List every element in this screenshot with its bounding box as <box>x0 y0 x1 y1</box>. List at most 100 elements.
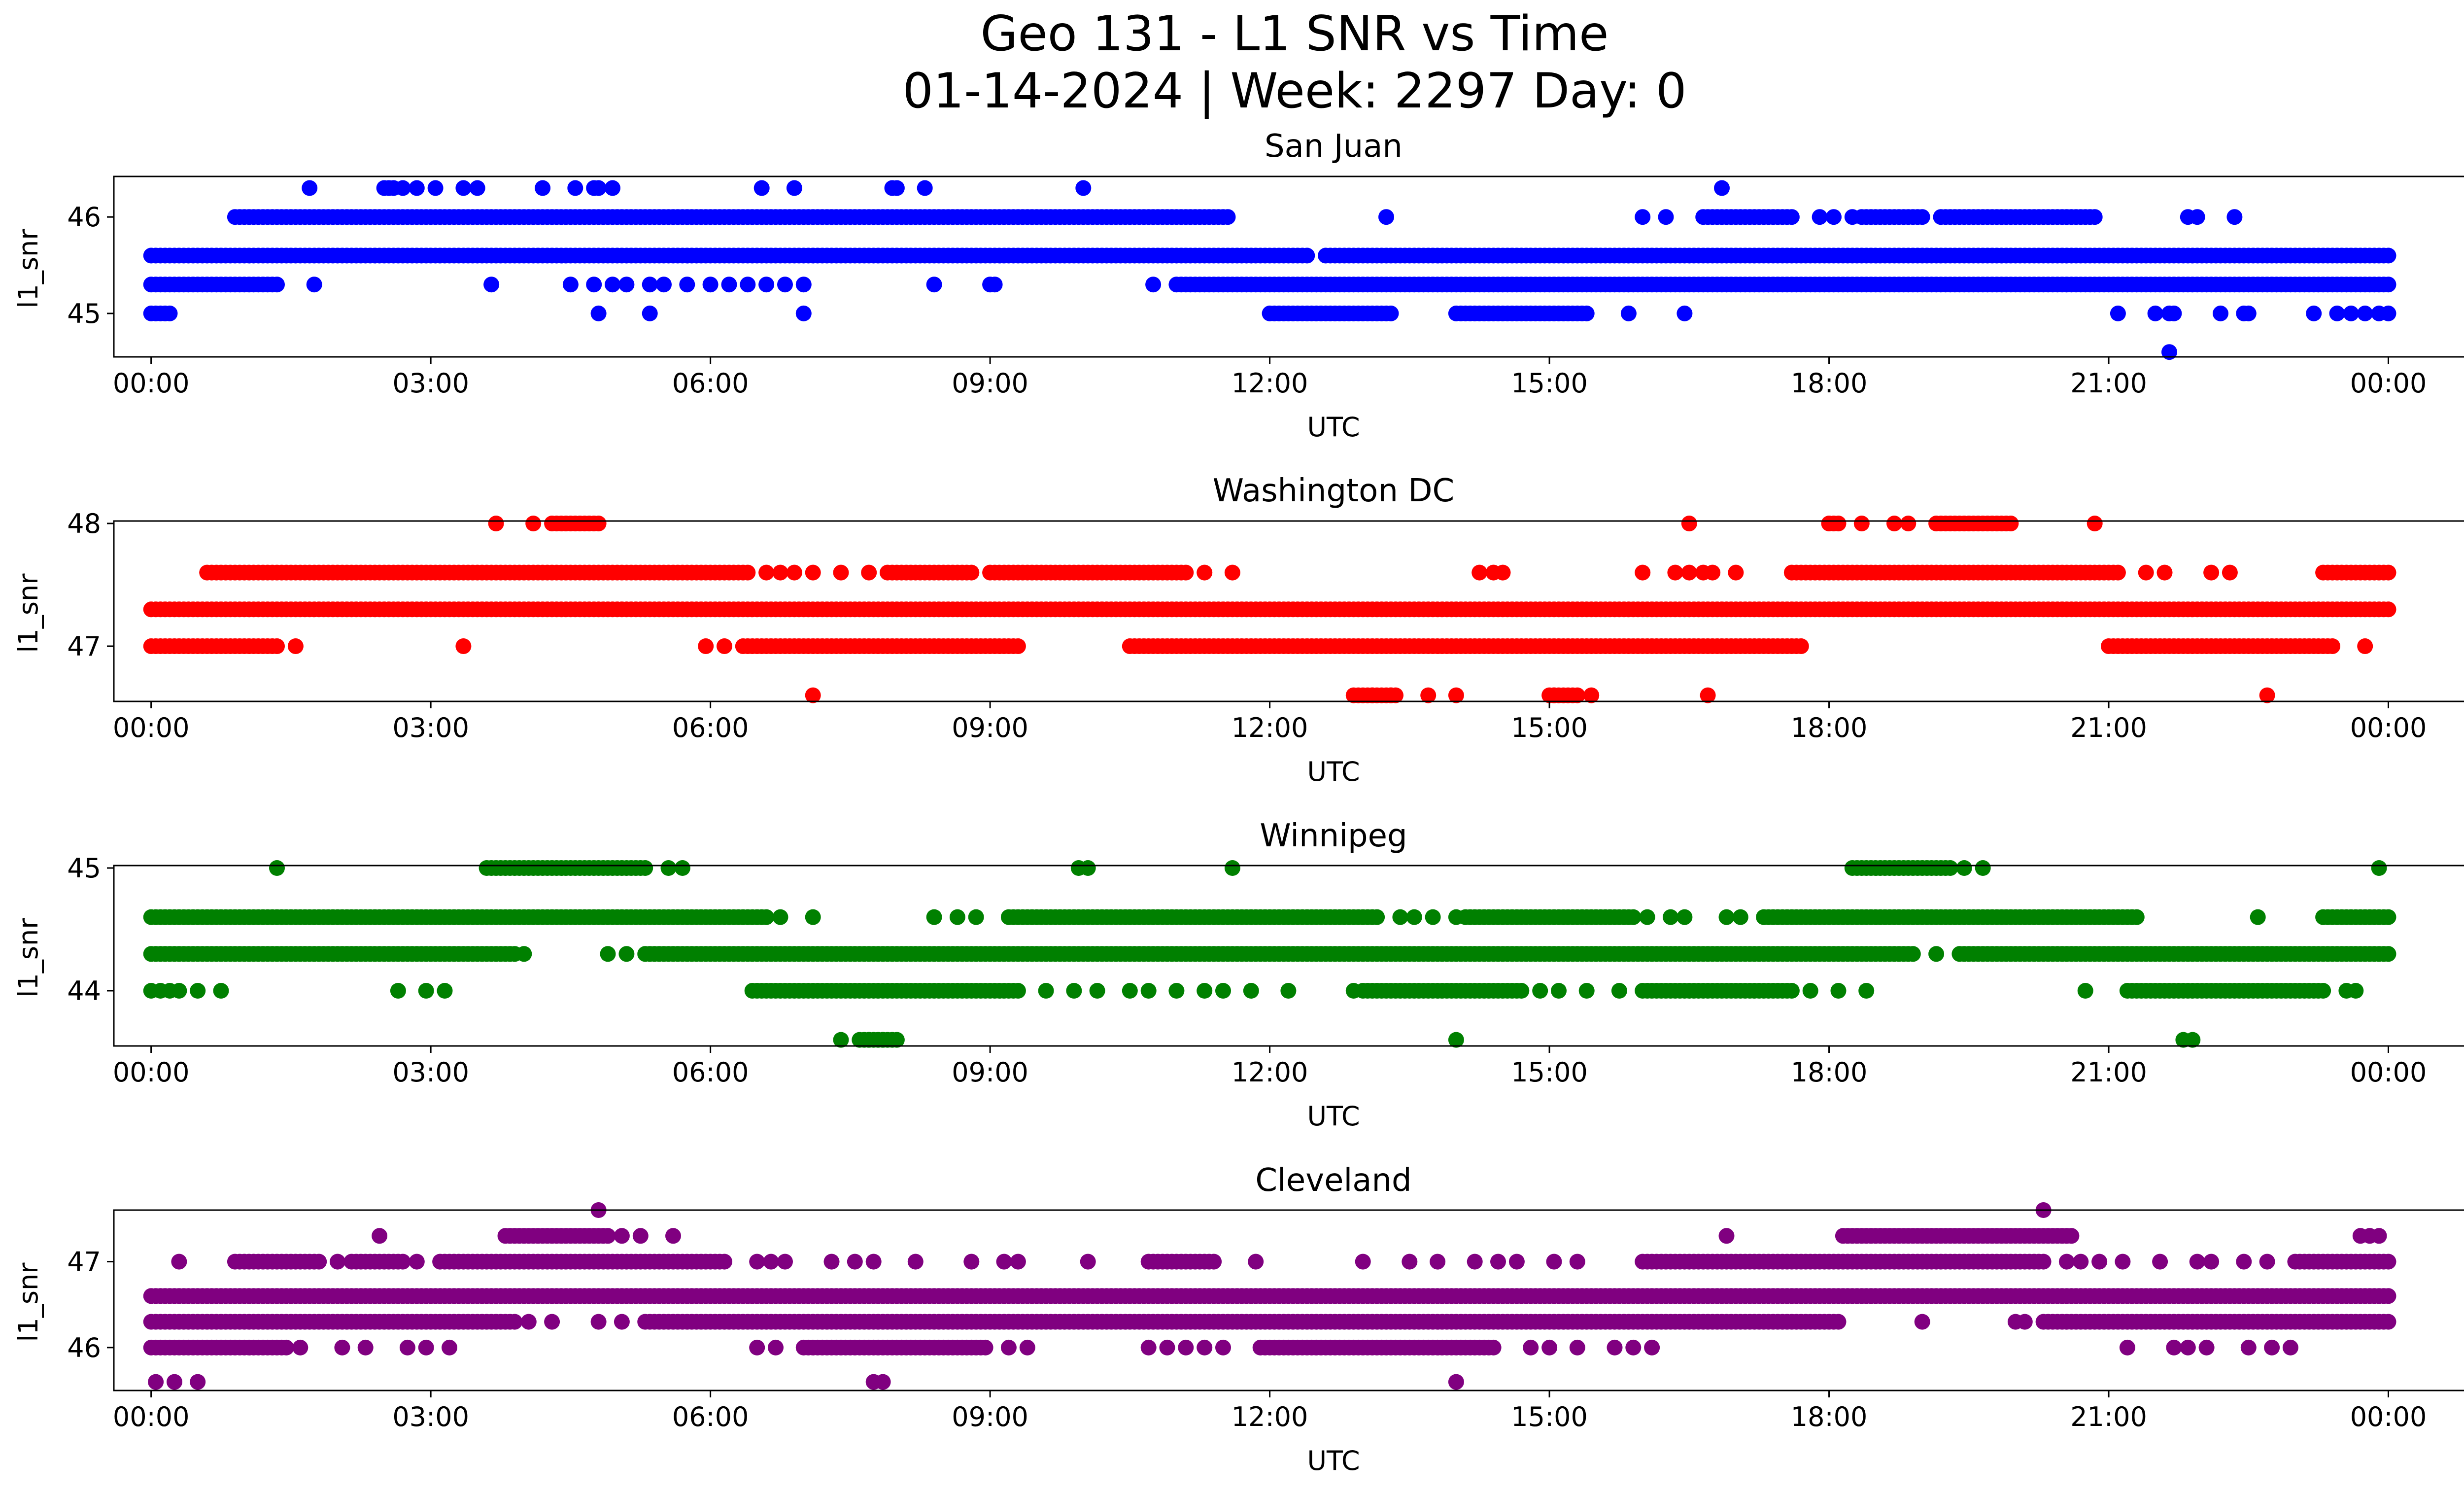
data-point <box>1080 1253 1096 1270</box>
x-tick-label: 00:00 <box>113 1057 190 1088</box>
data-point <box>772 564 788 581</box>
data-point <box>590 180 607 196</box>
figure-title-line1: Geo 131 - L1 SNR vs Time <box>981 6 1609 62</box>
data-point <box>287 638 304 654</box>
data-point <box>507 1314 523 1330</box>
data-point <box>1010 638 1026 654</box>
x-tick-label: 09:00 <box>952 368 1028 399</box>
data-point <box>1644 1339 1660 1356</box>
data-point <box>1783 209 1800 225</box>
data-point <box>805 687 821 703</box>
data-point <box>1714 180 1730 196</box>
data-point <box>996 1253 1012 1270</box>
x-tick-label: 09:00 <box>952 712 1028 743</box>
data-markers <box>143 1202 2396 1390</box>
data-point <box>1383 305 1399 321</box>
data-point <box>1215 1339 1231 1356</box>
x-tick-label: 12:00 <box>1232 712 1308 743</box>
data-point <box>907 1253 924 1270</box>
x-tick-label: 12:00 <box>1232 368 1308 399</box>
x-tick-label: 06:00 <box>672 368 749 399</box>
data-point <box>721 277 737 293</box>
data-point <box>1364 687 1380 703</box>
data-point <box>1583 687 1600 703</box>
data-point <box>269 277 285 293</box>
data-point <box>1448 1374 1464 1390</box>
data-point <box>1928 946 1945 962</box>
data-point <box>2073 1253 2089 1270</box>
data-point <box>590 516 607 531</box>
data-point <box>1000 1339 1017 1356</box>
data-point <box>772 909 788 925</box>
x-tick-label: 09:00 <box>952 1401 1028 1432</box>
x-tick-label: 03:00 <box>392 1057 469 1088</box>
data-point <box>2380 564 2396 581</box>
data-point <box>409 1253 425 1270</box>
data-point <box>1299 247 1315 264</box>
data-point <box>442 1339 457 1356</box>
data-point <box>520 1314 537 1330</box>
data-point <box>1718 909 1735 925</box>
data-point <box>562 277 579 293</box>
x-tick-label: 21:00 <box>2070 1401 2147 1432</box>
x-tick-label: 06:00 <box>672 1057 749 1088</box>
data-point <box>963 1253 980 1270</box>
data-point <box>777 1253 793 1270</box>
data-point <box>1406 909 1422 925</box>
data-point <box>2213 305 2228 321</box>
x-tick-label: 06:00 <box>672 712 749 743</box>
data-point <box>875 1032 891 1048</box>
data-point <box>1700 687 1716 703</box>
data-point <box>1569 687 1585 703</box>
data-point <box>1663 909 1678 925</box>
data-point <box>987 277 1003 293</box>
data-point <box>642 277 658 293</box>
data-point <box>2222 564 2238 581</box>
data-point <box>795 305 812 321</box>
data-point <box>1448 687 1464 703</box>
data-point <box>2380 601 2396 618</box>
data-point <box>1569 1253 1585 1270</box>
data-point <box>968 909 984 925</box>
data-point <box>1038 983 1054 999</box>
data-point <box>926 277 942 293</box>
data-point <box>2380 247 2396 264</box>
data-point <box>2380 1253 2396 1270</box>
data-point <box>674 860 690 876</box>
data-point <box>758 564 775 581</box>
data-point <box>777 277 793 293</box>
data-point <box>2161 344 2177 360</box>
data-point <box>605 277 620 293</box>
data-point <box>1532 983 1548 999</box>
data-point <box>768 1339 784 1356</box>
data-point <box>1472 564 1488 581</box>
data-point <box>963 564 980 581</box>
data-point <box>2110 564 2126 581</box>
data-point <box>2138 564 2154 581</box>
data-point <box>637 860 653 876</box>
data-point <box>1168 983 1185 999</box>
data-point <box>614 1228 630 1244</box>
data-point <box>717 638 732 654</box>
data-point <box>1844 209 1860 225</box>
data-point <box>1905 946 1921 962</box>
x-tick-label: 06:00 <box>672 1401 749 1432</box>
data-point <box>2371 1228 2387 1244</box>
data-point <box>1383 687 1399 703</box>
data-point <box>717 1253 732 1270</box>
data-point <box>1345 983 1362 999</box>
data-point <box>2203 564 2220 581</box>
data-point <box>1620 305 1637 321</box>
data-point <box>1732 909 1748 925</box>
data-point <box>2343 305 2359 321</box>
data-point <box>1793 638 1809 654</box>
data-point <box>213 983 229 999</box>
x-tick-label: 00:00 <box>113 368 190 399</box>
data-point <box>190 983 206 999</box>
data-point <box>1513 983 1530 999</box>
data-point <box>2035 1253 2052 1270</box>
x-tick-label: 18:00 <box>1791 1057 1868 1088</box>
data-point <box>2282 1339 2298 1356</box>
data-point <box>1681 516 1697 531</box>
data-point <box>1635 564 1651 581</box>
